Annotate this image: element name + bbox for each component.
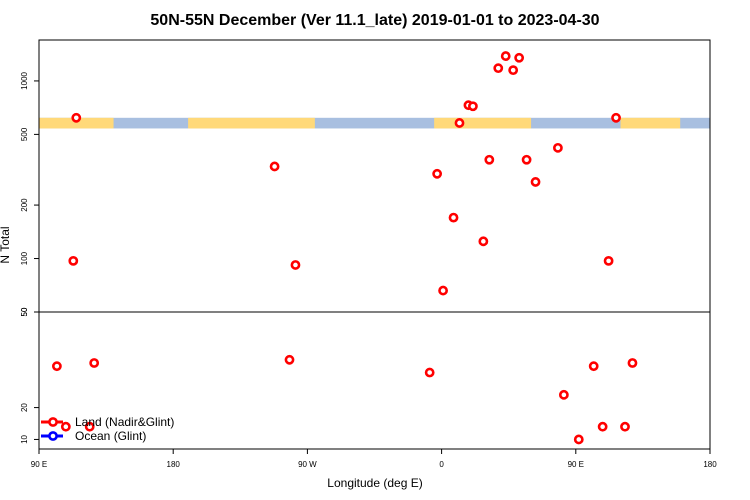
upper-land-point <box>514 52 525 63</box>
upper-land-point <box>290 260 301 270</box>
y-axis-label: N Total <box>0 226 12 263</box>
lower-land-point <box>597 421 608 432</box>
lower-land-point <box>620 421 630 432</box>
upper-y-axis: 50 100 200 500 1000 <box>20 71 39 316</box>
x-axis-label: Longitude (deg E) <box>327 476 422 490</box>
lower-land-point <box>60 421 71 432</box>
land-segment <box>188 117 315 129</box>
land-segment <box>39 117 114 129</box>
upper-land-point <box>603 255 614 266</box>
x-tick-label: 0 <box>439 460 444 469</box>
upper-panel: 50 100 200 500 1000 <box>20 39 711 316</box>
lower-land-point <box>84 421 95 432</box>
x-tick-label: 180 <box>167 460 181 469</box>
lower-land-point <box>588 361 599 372</box>
upper-land-point <box>432 168 443 179</box>
x-axis: 90 E 180 90 W 0 90 E 180 <box>31 449 717 469</box>
land-segment <box>620 117 681 129</box>
lower-land-point <box>627 358 638 368</box>
upper-land-point <box>448 212 459 223</box>
lower-land-point <box>573 434 584 445</box>
upper-y-tick-label: 1000 <box>20 71 29 89</box>
upper-land-point <box>521 154 532 165</box>
lower-y-axis: 10 20 50 <box>20 307 39 444</box>
lower-plot-frame <box>38 311 711 450</box>
lower-y-tick-label: 20 <box>20 403 29 412</box>
upper-y-tick-label: 100 <box>20 251 29 265</box>
upper-land-point <box>530 177 541 187</box>
upper-land-point <box>454 118 465 128</box>
land-ocean-band <box>39 117 710 129</box>
lower-panel: 10 20 50 <box>20 307 711 450</box>
x-tick-label: 90 E <box>568 460 584 469</box>
ocean-band <box>39 117 710 129</box>
upper-points <box>68 51 621 296</box>
upper-plot-frame <box>38 39 711 313</box>
upper-land-point <box>478 236 489 247</box>
legend: Land (Nadir&Glint) Ocean (Glint) <box>41 415 174 443</box>
lower-points <box>51 354 638 445</box>
upper-y-tick-label: 500 <box>20 127 29 141</box>
upper-land-point <box>493 63 504 74</box>
upper-land-point <box>438 285 448 296</box>
land-segment <box>434 117 532 129</box>
lower-land-point <box>89 358 100 368</box>
legend-entry-land: Land (Nadir&Glint) <box>41 415 174 429</box>
legend-ocean-label: Ocean (Glint) <box>75 429 146 443</box>
upper-land-point <box>68 255 79 266</box>
upper-land-point <box>500 51 511 61</box>
legend-land-marker <box>48 417 58 427</box>
upper-land-point <box>508 65 519 76</box>
upper-y-tick-label: 50 <box>20 307 29 316</box>
upper-land-point <box>611 112 621 123</box>
upper-land-point <box>269 161 280 172</box>
upper-land-point <box>484 154 495 165</box>
lower-land-point <box>424 367 435 378</box>
x-tick-label: 90 E <box>31 460 47 469</box>
lower-land-point <box>51 361 62 372</box>
chart-title: 50N-55N December (Ver 11.1_late) 2019-01… <box>150 12 599 29</box>
x-tick-label: 90 W <box>298 460 317 469</box>
upper-y-tick-label: 200 <box>20 198 29 212</box>
lower-land-point <box>558 389 569 400</box>
upper-land-point <box>468 101 478 112</box>
upper-land-point <box>71 112 82 123</box>
lower-y-tick-label: 50 <box>20 307 29 316</box>
x-tick-label: 180 <box>703 460 717 469</box>
legend-land-label: Land (Nadir&Glint) <box>75 415 174 429</box>
lower-y-tick-label: 10 <box>20 434 29 443</box>
legend-entry-ocean: Ocean (Glint) <box>41 429 146 443</box>
upper-land-point <box>553 142 563 153</box>
lower-land-point <box>284 354 295 365</box>
legend-ocean-marker <box>48 431 58 441</box>
